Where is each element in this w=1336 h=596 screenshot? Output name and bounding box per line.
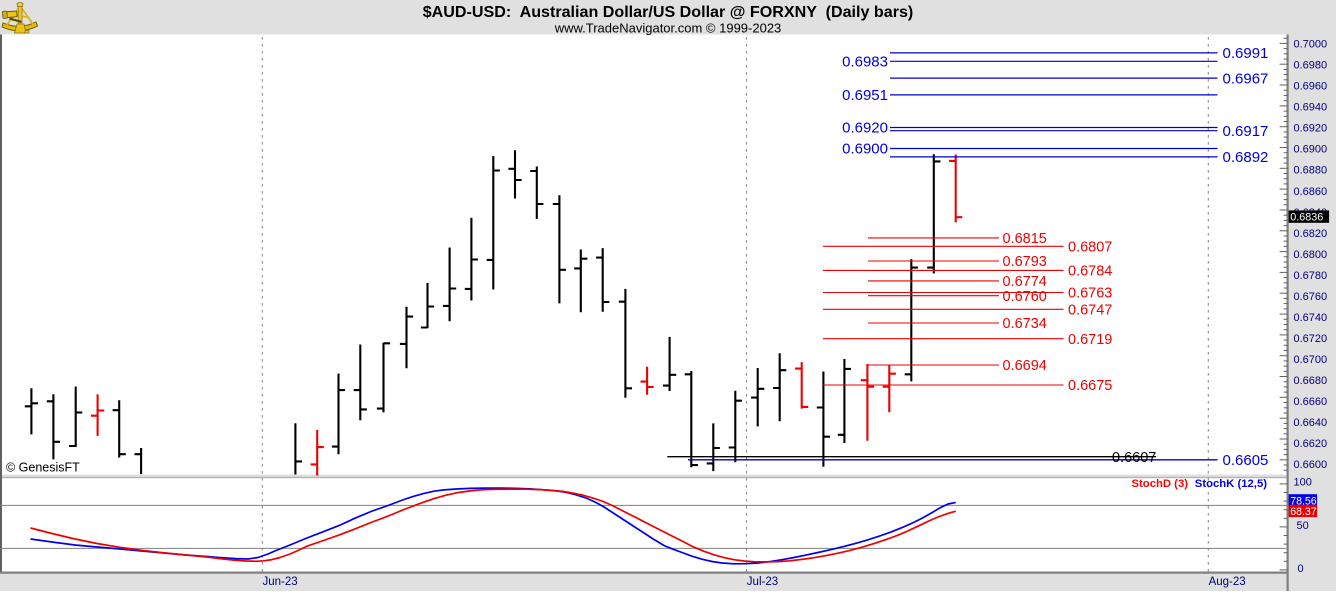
svg-text:0.6760: 0.6760 [1294,291,1328,303]
svg-text:0.6951: 0.6951 [842,87,888,104]
svg-text:0.6600: 0.6600 [1294,459,1328,471]
svg-text:0.6983: 0.6983 [842,54,888,71]
svg-text:StochK (12,5): StochK (12,5) [1195,478,1267,490]
svg-text:Aug-23: Aug-23 [1209,576,1246,588]
svg-text:0.6640: 0.6640 [1294,417,1328,429]
svg-text:0.6747: 0.6747 [1068,302,1112,318]
svg-text:$AUD-USD: Australian Dollar/U: $AUD-USD: Australian Dollar/US Dollar @ … [423,3,914,21]
svg-text:0.6880: 0.6880 [1294,165,1328,177]
svg-text:Jul-23: Jul-23 [747,576,778,588]
svg-text:0.6920: 0.6920 [842,120,888,137]
svg-text:0.6740: 0.6740 [1294,312,1328,324]
svg-text:0.6807: 0.6807 [1068,239,1112,255]
svg-text:0: 0 [1298,563,1304,575]
svg-text:0.6734: 0.6734 [1003,316,1047,332]
svg-text:0.6900: 0.6900 [1294,144,1328,156]
svg-text:68.37: 68.37 [1290,506,1317,518]
svg-text:0.6960: 0.6960 [1294,81,1328,93]
svg-text:0.6680: 0.6680 [1294,375,1328,387]
svg-text:0.6917: 0.6917 [1223,123,1269,140]
svg-text:0.6815: 0.6815 [1003,231,1047,247]
svg-text:0.6967: 0.6967 [1223,70,1269,87]
svg-text:0.6760: 0.6760 [1003,289,1047,305]
svg-text:0.6800: 0.6800 [1294,249,1328,261]
svg-text:0.6620: 0.6620 [1294,438,1328,450]
svg-text:0.6763: 0.6763 [1068,286,1112,302]
svg-text:0.6675: 0.6675 [1068,378,1112,394]
svg-text:© GenesisFT: © GenesisFT [6,460,80,474]
svg-text:0.6793: 0.6793 [1003,254,1047,270]
svg-text:0.6780: 0.6780 [1294,270,1328,282]
svg-text:0.6700: 0.6700 [1294,354,1328,366]
svg-text:0.6892: 0.6892 [1223,149,1269,166]
svg-text:0.6900: 0.6900 [842,141,888,158]
svg-text:Jun-23: Jun-23 [263,576,298,588]
svg-text:0.6820: 0.6820 [1294,228,1328,240]
svg-text:0.6660: 0.6660 [1294,396,1328,408]
svg-text:www.TradeNavigator.com © 1999-: www.TradeNavigator.com © 1999-2023 [554,21,782,36]
svg-text:0.6605: 0.6605 [1223,452,1269,469]
svg-text:0.6607: 0.6607 [1112,450,1156,466]
svg-text:0.6860: 0.6860 [1294,186,1328,198]
svg-text:0.6920: 0.6920 [1294,123,1328,135]
svg-text:100: 100 [1294,477,1312,489]
svg-text:0.6836: 0.6836 [1290,212,1323,224]
svg-text:50: 50 [1297,520,1309,532]
svg-text:0.6774: 0.6774 [1003,274,1047,290]
svg-text:0.6694: 0.6694 [1003,358,1047,374]
svg-text:0.6940: 0.6940 [1294,102,1328,114]
svg-text:0.6719: 0.6719 [1068,332,1112,348]
svg-text:0.6784: 0.6784 [1068,264,1112,280]
svg-text:0.6991: 0.6991 [1223,45,1269,62]
svg-text:0.6720: 0.6720 [1294,333,1328,345]
svg-text:0.7000: 0.7000 [1294,39,1328,51]
svg-text:0.6980: 0.6980 [1294,60,1328,72]
svg-text:StochD (3): StochD (3) [1132,478,1189,490]
